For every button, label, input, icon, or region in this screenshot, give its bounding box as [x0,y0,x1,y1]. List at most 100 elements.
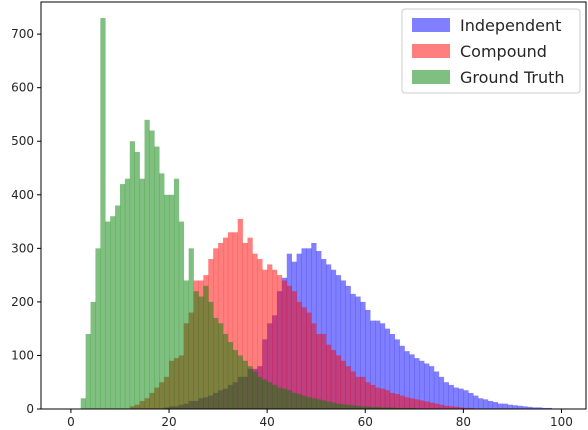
histogram-bar [80,398,86,409]
histogram-bar [183,280,189,409]
histogram-bar [144,119,150,409]
histogram-bar [379,388,386,409]
x-axis: 0 20 40 60 80 100 [67,409,573,429]
y-tick-label: 0 [26,402,34,416]
histogram-bar [365,382,371,409]
histogram-bar [453,387,459,409]
histogram-bar [154,146,160,409]
histogram-bar [384,328,391,409]
histogram-bar [497,403,503,409]
y-axis: 0 100 200 300 400 500 600 700 [11,27,41,416]
histogram-bar [227,232,234,409]
histogram-bar [110,216,116,409]
histogram-bar [242,360,248,409]
histogram-bar [394,407,400,409]
histogram-bar [546,407,552,409]
histogram-bar [100,18,106,409]
histogram-bar [316,334,322,409]
histogram-bar [438,404,445,409]
histogram-bar [247,237,253,409]
legend-item: Ground Truth [412,68,565,87]
histogram-bar [492,402,499,409]
histogram-bar [149,130,155,409]
y-tick-label: 300 [11,241,34,255]
histogram-bar [409,407,415,409]
histogram-bar [193,291,199,409]
histogram-bar [173,178,180,409]
histogram-bar [414,358,420,410]
histogram-bar [124,178,131,409]
histogram-bar [330,350,337,409]
histogram-bar [330,269,337,409]
histogram-bar [115,205,121,409]
y-tick-label: 600 [11,81,34,95]
histogram-bar [159,173,165,409]
histogram-bar [394,394,400,409]
histogram-bar [321,259,327,409]
histogram-bar [129,141,135,410]
histogram-bar [360,406,366,409]
histogram-bar [453,406,459,409]
histogram-bar [375,320,381,409]
histogram-bar [507,404,513,409]
histogram-bar [340,280,346,409]
histogram-bar [227,342,234,409]
histogram-bar [370,320,376,409]
histogram-bar [370,406,376,409]
histogram-bar [213,317,219,409]
histogram-bar [105,221,111,409]
histogram-bar [419,360,425,409]
histogram-bar [448,384,454,409]
histogram-bar [443,382,449,409]
histogram-bar [355,296,361,409]
histogram-bar [384,407,391,409]
y-tick-label: 100 [11,348,34,362]
legend-label: Ground Truth [460,68,565,87]
x-tick-label: 0 [67,415,75,426]
histogram-bar [326,344,332,409]
histogram-bar [276,275,283,409]
histogram-bar [286,285,292,409]
histogram-bar [517,405,523,409]
histogram-bar [502,403,508,409]
histogram-bar [365,406,371,409]
legend-item: Compound [412,42,547,61]
histogram-bar [458,388,464,409]
histogram-bar [296,301,302,409]
histogram-bar [443,405,449,409]
histogram-bar [311,323,317,409]
legend-swatch [412,44,450,58]
histogram-bar [276,387,283,409]
histogram-bar [262,269,268,409]
histogram-bar [399,395,405,409]
histogram-bar [414,399,420,409]
histogram-bar [281,280,288,409]
histogram-bar [463,390,469,409]
legend-item: Independent [412,16,561,35]
histogram-bar [350,405,356,409]
histogram-bar [321,334,327,409]
histogram-bar [90,301,96,409]
histogram-bar [291,291,297,409]
histogram-bar [252,371,258,409]
histogram-bar [326,401,332,409]
histogram-bar [429,402,435,409]
histogram-bar [429,366,435,409]
histogram-bar [267,264,273,409]
histogram-bar [365,309,371,409]
histogram-bar [286,390,292,409]
histogram-bar [458,407,464,409]
histogram-bar [291,392,297,409]
histogram-bar [311,398,317,409]
histogram-bar [208,301,214,409]
histogram-bar [306,397,312,409]
legend-label: Independent [460,16,561,35]
histogram-bar [522,406,528,409]
histogram-bar [438,376,445,409]
histogram-bar [267,382,273,409]
histogram-bar [404,397,410,409]
legend: Independent Compound Ground Truth [401,8,581,94]
histogram-bar [487,400,494,409]
histogram-bar [350,293,356,409]
